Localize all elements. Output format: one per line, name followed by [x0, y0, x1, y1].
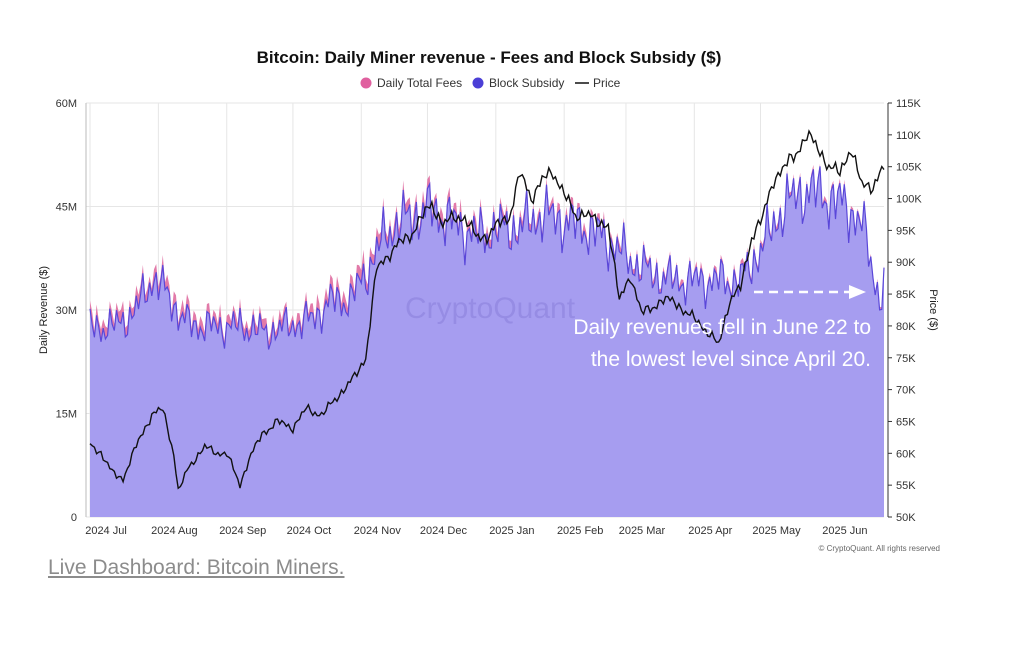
y-tick-label: 45M: [56, 202, 77, 214]
y2-tick-label: 85K: [896, 289, 916, 301]
plot-area: [89, 129, 885, 517]
y2-tick-label: 70K: [896, 385, 916, 397]
x-tick-label: 2025 Apr: [688, 525, 732, 537]
price-line: [89, 129, 885, 490]
y-tick-label: 30M: [56, 305, 77, 317]
x-tick-label: 2025 Feb: [557, 525, 603, 537]
y-axis-left: 0 15M 30M 45M 60M: [56, 98, 77, 524]
x-tick-label: 2024 Dec: [420, 525, 468, 537]
legend: Daily Total Fees Block Subsidy Price: [360, 76, 621, 90]
annotation-line-2: the lowest level since April 20.: [591, 348, 871, 371]
y2-tick-label: 55K: [896, 480, 916, 492]
x-axis: 2024 Jul 2024 Aug 2024 Sep 2024 Oct 2024 Nov…: [85, 525, 867, 537]
y-tick-label: 60M: [56, 98, 77, 110]
annotation-arrow-head: [849, 285, 866, 299]
x-tick-label: 2025 May: [752, 525, 801, 537]
y2-tick-label: 105K: [896, 162, 922, 174]
legend-subsidy-label: Block Subsidy: [489, 76, 564, 90]
y2-tick-label: 100K: [896, 194, 922, 206]
y-axis-label-right: Price ($): [927, 289, 939, 331]
y2-tick-label: 75K: [896, 353, 916, 365]
legend-fees-dot: [360, 77, 372, 89]
y2-tick-label: 80K: [896, 321, 916, 333]
y2-tick-label: 95K: [896, 225, 916, 237]
watermark: CryptoQuant: [405, 292, 576, 325]
copyright: © CryptoQuant. All rights reserved: [819, 544, 941, 553]
x-tick-label: 2025 Jan: [489, 525, 534, 537]
y2-tick-label: 65K: [896, 416, 916, 428]
live-dashboard-link[interactable]: Live Dashboard: Bitcoin Miners.: [48, 556, 345, 579]
legend-price-label: Price: [593, 76, 621, 90]
x-tick-label: 2025 Jun: [822, 525, 867, 537]
y-tick-label: 0: [71, 512, 77, 524]
annotation: Daily revenues fell in June 22 to the lo…: [573, 285, 871, 371]
annotation-line-1: Daily revenues fell in June 22 to: [573, 316, 871, 339]
y-axis-label-left: Daily Revenue ($): [38, 266, 50, 354]
x-tick-label: 2025 Mar: [619, 525, 666, 537]
x-tick-label: 2024 Jul: [85, 525, 127, 537]
subsidy-area: [90, 166, 884, 517]
x-tick-label: 2024 Oct: [287, 525, 332, 537]
y2-tick-label: 90K: [896, 257, 916, 269]
subsidy-line: [89, 166, 885, 350]
y2-tick-label: 115K: [896, 98, 922, 110]
y-axis-right: 50K 55K 60K 65K 70K 75K 80K 85K 90K 95K 100K 105K 11…: [888, 98, 922, 524]
y2-tick-label: 110K: [896, 130, 922, 142]
y-tick-label: 15M: [56, 409, 77, 421]
y2-tick-label: 60K: [896, 448, 916, 460]
chart-title: Bitcoin: Daily Miner revenue - Fees and …: [257, 48, 722, 67]
legend-fees-label: Daily Total Fees: [377, 76, 462, 90]
x-tick-label: 2024 Sep: [219, 525, 266, 537]
x-tick-label: 2024 Nov: [354, 525, 402, 537]
y2-tick-label: 50K: [896, 512, 916, 524]
x-tick-label: 2024 Aug: [151, 525, 198, 537]
legend-subsidy-dot: [472, 77, 484, 89]
